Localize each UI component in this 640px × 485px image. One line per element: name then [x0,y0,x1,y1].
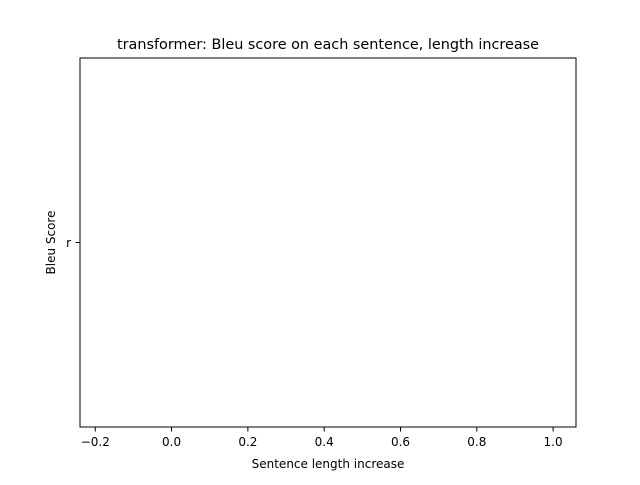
x-tick-label: 1.0 [544,435,563,449]
x-axis-label: Sentence length increase [252,457,405,471]
x-tick-label: −0.2 [81,435,110,449]
y-axis-label: Bleu Score [44,211,58,275]
y-axis: r [66,236,80,250]
x-tick-label: 0.2 [238,435,257,449]
x-tick-label: 0.4 [315,435,334,449]
chart-title: transformer: Bleu score on each sentence… [117,37,539,53]
x-axis: −0.2 0.0 0.2 0.4 0.6 0.8 1.0 [81,427,563,449]
y-tick-label: r [66,236,71,250]
x-tick-label: 0.6 [391,435,410,449]
x-tick-label: 0.0 [162,435,181,449]
x-tick-label: 0.8 [467,435,486,449]
